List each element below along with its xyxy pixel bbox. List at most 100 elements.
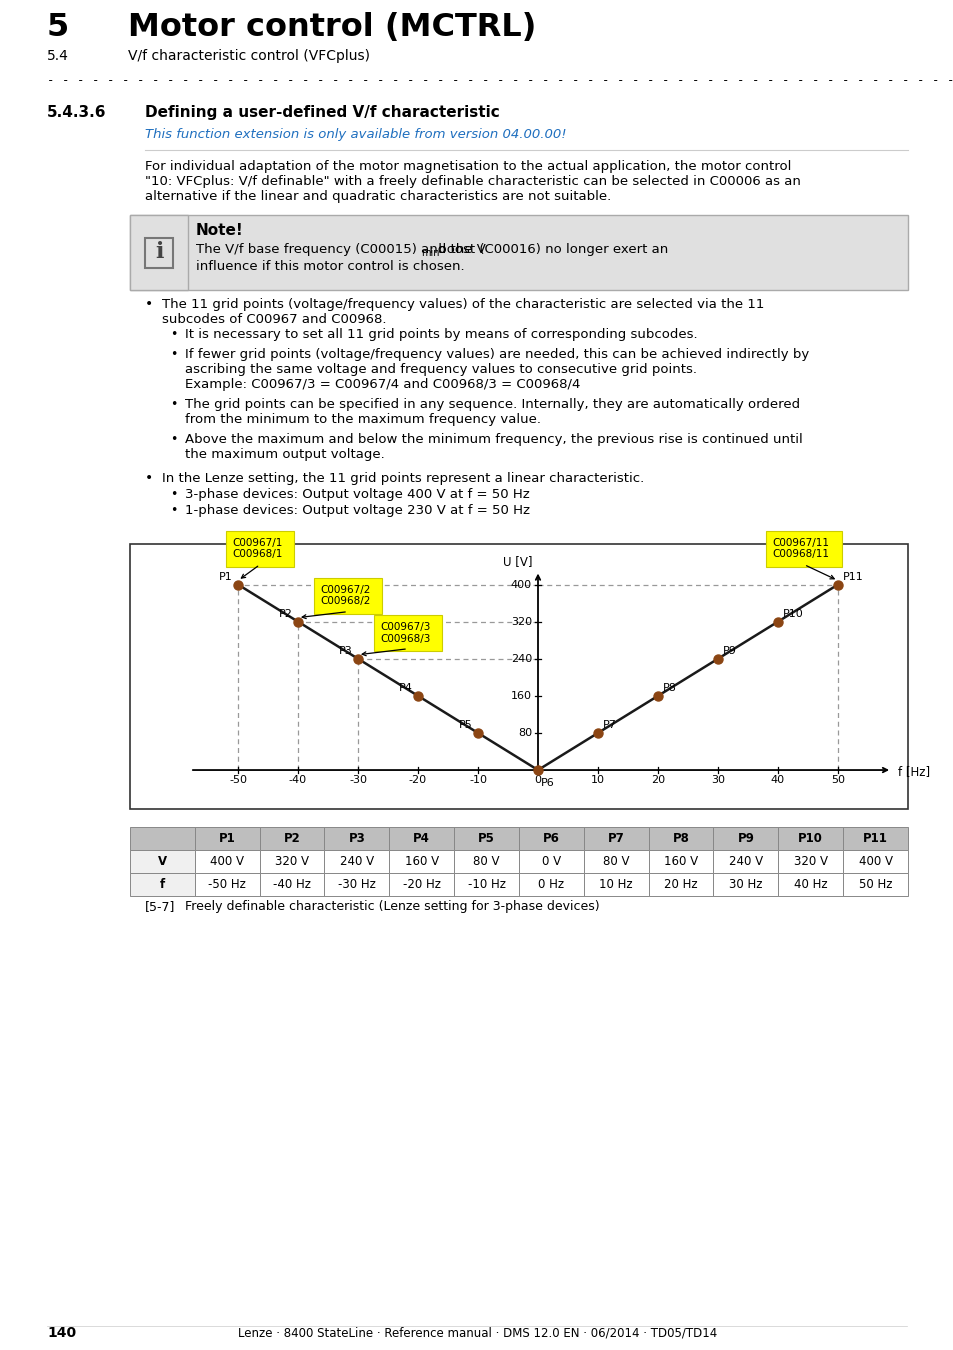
FancyBboxPatch shape — [130, 215, 907, 290]
Text: P6: P6 — [540, 778, 554, 788]
Text: P1: P1 — [218, 832, 235, 845]
Text: 10: 10 — [590, 775, 604, 786]
FancyBboxPatch shape — [583, 828, 648, 850]
Text: P2: P2 — [279, 609, 293, 618]
Text: P4: P4 — [413, 832, 430, 845]
Text: P5: P5 — [477, 832, 495, 845]
Text: •: • — [170, 433, 177, 446]
FancyBboxPatch shape — [648, 828, 713, 850]
Text: 320: 320 — [511, 617, 532, 626]
Text: 400 V: 400 V — [858, 855, 892, 868]
Text: •: • — [170, 504, 177, 517]
Text: - - - - - - - - - - - - - - - - - - - - - - - - - - - - - - - - - - - - - - - - : - - - - - - - - - - - - - - - - - - - - … — [47, 74, 953, 86]
Text: "10: VFCplus: V/f definable" with a freely definable characteristic can be selec: "10: VFCplus: V/f definable" with a free… — [145, 176, 800, 188]
Text: P4: P4 — [398, 683, 413, 693]
Text: P3: P3 — [339, 645, 353, 656]
Text: C00967/2
C00968/2: C00967/2 C00968/2 — [319, 585, 370, 606]
Text: P9: P9 — [737, 832, 754, 845]
Text: 400: 400 — [511, 579, 532, 590]
Text: If fewer grid points (voltage/frequency values) are needed, this can be achieved: If fewer grid points (voltage/frequency … — [185, 348, 808, 360]
Text: alternative if the linear and quadratic characteristics are not suitable.: alternative if the linear and quadratic … — [145, 190, 611, 202]
Text: 40 Hz: 40 Hz — [793, 878, 826, 891]
Text: P10: P10 — [798, 832, 822, 845]
Text: •: • — [170, 398, 177, 410]
Text: •: • — [145, 297, 153, 310]
FancyBboxPatch shape — [389, 828, 454, 850]
FancyBboxPatch shape — [324, 828, 389, 850]
Text: For individual adaptation of the motor magnetisation to the actual application, : For individual adaptation of the motor m… — [145, 161, 791, 173]
Text: In the Lenze setting, the 11 grid points represent a linear characteristic.: In the Lenze setting, the 11 grid points… — [162, 472, 643, 485]
Text: f [Hz]: f [Hz] — [897, 764, 929, 778]
FancyBboxPatch shape — [324, 873, 389, 896]
Text: 0 V: 0 V — [541, 855, 560, 868]
FancyBboxPatch shape — [842, 850, 907, 873]
Text: P10: P10 — [782, 609, 803, 618]
FancyBboxPatch shape — [130, 544, 907, 809]
Text: •: • — [170, 487, 177, 501]
Text: min: min — [421, 248, 439, 258]
FancyBboxPatch shape — [194, 828, 259, 850]
Text: -10: -10 — [469, 775, 486, 786]
Text: 0: 0 — [534, 775, 541, 786]
Text: 50 Hz: 50 Hz — [858, 878, 891, 891]
Text: 80 V: 80 V — [602, 855, 629, 868]
FancyBboxPatch shape — [130, 828, 194, 850]
FancyBboxPatch shape — [130, 873, 194, 896]
FancyBboxPatch shape — [583, 873, 648, 896]
Text: V/f characteristic control (VFCplus): V/f characteristic control (VFCplus) — [128, 49, 370, 63]
Text: P3: P3 — [348, 832, 365, 845]
Text: Example: C00967/3 = C00967/4 and C00968/3 = C00968/4: Example: C00967/3 = C00967/4 and C00968/… — [185, 378, 579, 392]
Text: boost (C00016) no longer exert an: boost (C00016) no longer exert an — [434, 243, 668, 256]
Text: -50 Hz: -50 Hz — [208, 878, 246, 891]
FancyBboxPatch shape — [713, 850, 778, 873]
FancyBboxPatch shape — [259, 873, 324, 896]
Text: 50: 50 — [830, 775, 844, 786]
Text: i: i — [154, 242, 163, 263]
Text: 20 Hz: 20 Hz — [663, 878, 698, 891]
FancyBboxPatch shape — [778, 828, 842, 850]
Text: 400 V: 400 V — [210, 855, 244, 868]
Text: P5: P5 — [458, 720, 473, 730]
FancyBboxPatch shape — [778, 873, 842, 896]
Text: 20: 20 — [650, 775, 664, 786]
Text: 30 Hz: 30 Hz — [728, 878, 761, 891]
Text: The V/f base frequency (C00015) and the V: The V/f base frequency (C00015) and the … — [195, 243, 485, 256]
FancyBboxPatch shape — [324, 850, 389, 873]
FancyBboxPatch shape — [454, 828, 518, 850]
Text: U [V]: U [V] — [503, 555, 533, 568]
FancyBboxPatch shape — [130, 215, 188, 290]
FancyBboxPatch shape — [389, 873, 454, 896]
FancyBboxPatch shape — [194, 850, 259, 873]
Text: 80 V: 80 V — [473, 855, 499, 868]
Text: 5.4.3.6: 5.4.3.6 — [47, 105, 107, 120]
FancyBboxPatch shape — [713, 873, 778, 896]
Text: Above the maximum and below the minimum frequency, the previous rise is continue: Above the maximum and below the minimum … — [185, 433, 801, 446]
Text: -10 Hz: -10 Hz — [467, 878, 505, 891]
Text: It is necessary to set all 11 grid points by means of corresponding subcodes.: It is necessary to set all 11 grid point… — [185, 328, 697, 342]
FancyBboxPatch shape — [518, 873, 583, 896]
Text: P2: P2 — [283, 832, 300, 845]
Text: -40: -40 — [289, 775, 307, 786]
Text: 160: 160 — [511, 691, 532, 701]
FancyBboxPatch shape — [583, 850, 648, 873]
FancyBboxPatch shape — [648, 850, 713, 873]
Text: 240 V: 240 V — [339, 855, 374, 868]
FancyBboxPatch shape — [130, 850, 194, 873]
Text: 320 V: 320 V — [793, 855, 827, 868]
Text: 5: 5 — [47, 12, 70, 43]
Text: 10 Hz: 10 Hz — [598, 878, 633, 891]
Text: 160 V: 160 V — [663, 855, 698, 868]
Text: 240 V: 240 V — [728, 855, 762, 868]
Text: P11: P11 — [862, 832, 887, 845]
FancyBboxPatch shape — [389, 850, 454, 873]
Text: 5.4: 5.4 — [47, 49, 69, 63]
FancyBboxPatch shape — [259, 828, 324, 850]
Text: P7: P7 — [602, 720, 617, 730]
FancyBboxPatch shape — [226, 531, 294, 567]
Text: 80: 80 — [517, 728, 532, 738]
Text: ascribing the same voltage and frequency values to consecutive grid points.: ascribing the same voltage and frequency… — [185, 363, 697, 377]
Text: from the minimum to the maximum frequency value.: from the minimum to the maximum frequenc… — [185, 413, 540, 427]
Text: C00967/3
C00968/3: C00967/3 C00968/3 — [379, 622, 430, 644]
Text: P8: P8 — [662, 683, 677, 693]
Text: Lenze · 8400 StateLine · Reference manual · DMS 12.0 EN · 06/2014 · TD05/TD14: Lenze · 8400 StateLine · Reference manua… — [238, 1327, 717, 1341]
